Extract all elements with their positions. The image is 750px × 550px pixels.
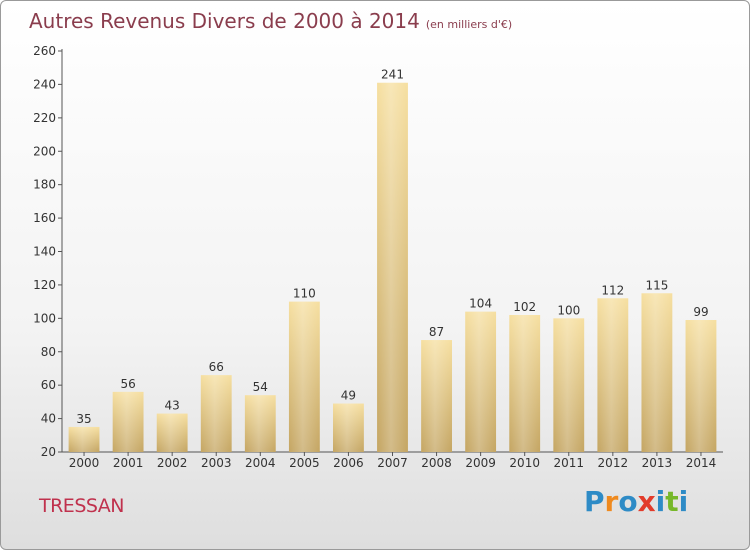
bar-highlight bbox=[156, 413, 188, 452]
x-tick-label: 2011 bbox=[553, 456, 584, 470]
data-label: 241 bbox=[381, 68, 404, 82]
chart-title: Autres Revenus Divers de 2000 à 2014 (en … bbox=[29, 9, 512, 33]
data-label: 104 bbox=[469, 297, 492, 311]
bar-2002: 43 bbox=[156, 399, 188, 452]
bar-2012: 112 bbox=[597, 283, 629, 452]
y-tick-label: 20 bbox=[41, 445, 56, 459]
bar-2000: 35 bbox=[68, 412, 100, 452]
data-label: 115 bbox=[645, 278, 668, 292]
y-tick-label: 40 bbox=[41, 412, 56, 426]
x-tick-label: 2008 bbox=[421, 456, 452, 470]
bar-highlight bbox=[421, 340, 452, 452]
bar-2013: 115 bbox=[641, 278, 673, 452]
proxiti-logo: Proxiti bbox=[584, 485, 688, 518]
bar-highlight bbox=[465, 311, 497, 452]
bar-highlight bbox=[68, 426, 100, 452]
logo-letter: i bbox=[655, 485, 666, 518]
y-axis: 20 40 60 80 100 120 140 160 180 200 220 240 260 bbox=[33, 44, 63, 459]
data-label: 35 bbox=[76, 412, 91, 426]
bars: 35 56 43 66 54 110 49 241 87 104 102 100 112 115 99 bbox=[68, 68, 717, 452]
bar-highlight bbox=[288, 301, 320, 452]
data-label: 100 bbox=[557, 303, 580, 317]
bar-highlight bbox=[112, 391, 144, 452]
bar-highlight bbox=[553, 318, 585, 452]
x-tick-label: 2002 bbox=[157, 456, 188, 470]
data-label: 56 bbox=[120, 377, 135, 391]
data-label: 43 bbox=[165, 399, 180, 413]
x-tick-label: 2012 bbox=[598, 456, 629, 470]
bar-highlight bbox=[509, 314, 541, 452]
bar-2011: 100 bbox=[553, 303, 585, 452]
y-tick-label: 240 bbox=[33, 77, 56, 91]
bar-2014: 99 bbox=[685, 305, 717, 452]
bar-2008: 87 bbox=[421, 325, 452, 452]
data-label: 87 bbox=[429, 325, 444, 339]
bar-highlight bbox=[377, 82, 408, 452]
bar-highlight bbox=[597, 298, 629, 452]
data-label: 102 bbox=[513, 300, 536, 314]
y-tick-label: 180 bbox=[33, 178, 56, 192]
y-tick-label: 80 bbox=[41, 345, 56, 359]
y-tick-label: 200 bbox=[33, 144, 56, 158]
chart-title-text: Autres Revenus Divers de 2000 à 2014 bbox=[29, 9, 420, 33]
data-label: 54 bbox=[253, 380, 268, 394]
y-tick-label: 260 bbox=[33, 44, 56, 58]
bar-2003: 66 bbox=[200, 360, 232, 452]
logo-letter: x bbox=[637, 485, 656, 518]
bar-2010: 102 bbox=[509, 300, 541, 452]
data-label: 66 bbox=[209, 360, 224, 374]
data-label: 49 bbox=[341, 389, 356, 403]
x-tick-label: 2004 bbox=[245, 456, 276, 470]
bar-2005: 110 bbox=[288, 287, 320, 452]
x-tick-label: 2005 bbox=[289, 456, 320, 470]
bar-highlight bbox=[685, 320, 717, 452]
x-tick-label: 2014 bbox=[686, 456, 717, 470]
y-tick-label: 160 bbox=[33, 211, 56, 225]
x-tick-label: 2010 bbox=[509, 456, 540, 470]
x-tick-label: 2009 bbox=[465, 456, 496, 470]
bar-2009: 104 bbox=[465, 297, 497, 452]
bar-2007: 241 bbox=[377, 68, 408, 452]
x-tick-label: 2013 bbox=[642, 456, 673, 470]
y-tick-label: 140 bbox=[33, 245, 56, 259]
x-tick-label: 2000 bbox=[69, 456, 100, 470]
logo-letter: i bbox=[678, 485, 689, 518]
bar-highlight bbox=[641, 293, 673, 452]
bar-2006: 49 bbox=[333, 389, 364, 452]
data-label: 99 bbox=[693, 305, 708, 319]
bar-2004: 54 bbox=[244, 380, 276, 452]
y-tick-label: 120 bbox=[33, 278, 56, 292]
commune-name: TRESSAN bbox=[39, 495, 125, 517]
y-tick-label: 220 bbox=[33, 111, 56, 125]
x-tick-label: 2006 bbox=[333, 456, 364, 470]
chart-subtitle: (en milliers d'€) bbox=[425, 18, 513, 31]
x-tick-label: 2003 bbox=[201, 456, 232, 470]
logo-letter: t bbox=[665, 485, 679, 518]
bar-highlight bbox=[333, 403, 364, 452]
y-tick-label: 100 bbox=[33, 311, 56, 325]
bar-highlight bbox=[244, 395, 276, 452]
x-axis: 2000 2001 2002 2003 2004 2005 2006 2007 2008 2009… bbox=[62, 451, 723, 470]
bar-highlight bbox=[200, 375, 232, 452]
logo-letter: o bbox=[618, 485, 638, 518]
logo-letter: r bbox=[604, 485, 619, 518]
x-tick-label: 2007 bbox=[377, 456, 408, 470]
data-label: 110 bbox=[293, 287, 316, 301]
data-label: 112 bbox=[601, 283, 624, 297]
x-tick-label: 2001 bbox=[113, 456, 144, 470]
bar-2001: 56 bbox=[112, 377, 144, 452]
y-tick-label: 60 bbox=[41, 378, 56, 392]
logo-letter: P bbox=[584, 485, 605, 518]
